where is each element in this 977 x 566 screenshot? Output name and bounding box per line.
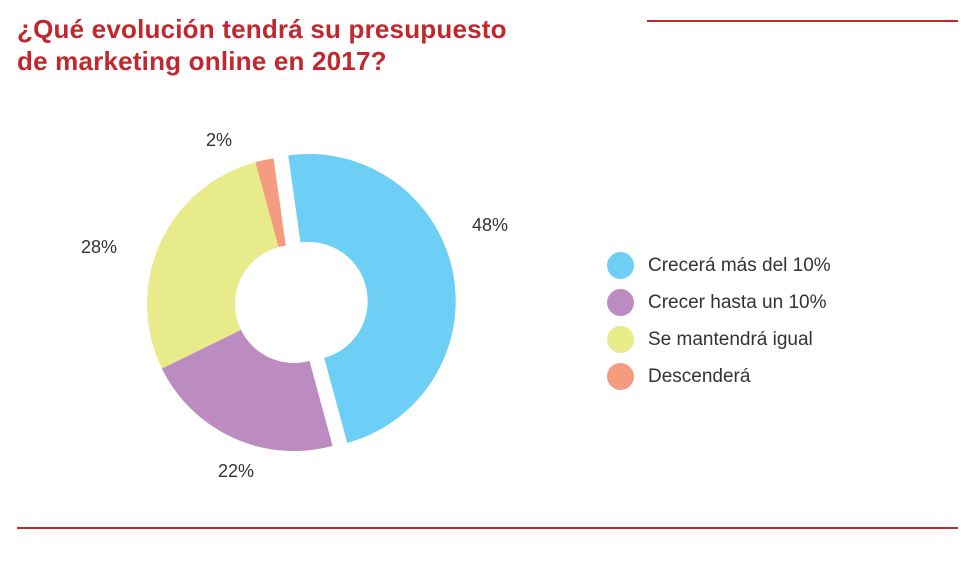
legend-item: Se mantendrá igual: [607, 326, 831, 353]
legend-label: Crecerá más del 10%: [648, 254, 831, 276]
top-divider: [647, 20, 958, 22]
bottom-divider: [17, 527, 958, 529]
legend-label: Descenderá: [648, 365, 751, 387]
chart-title-line2: de marketing online en 2017?: [17, 46, 387, 76]
legend-swatch: [607, 289, 634, 316]
slice-value-label: 28%: [81, 237, 117, 257]
slice-value-label: 48%: [472, 215, 508, 235]
donut-slice: [161, 329, 333, 452]
legend-swatch: [607, 363, 634, 390]
chart-legend: Crecerá más del 10% Crecer hasta un 10% …: [607, 252, 831, 400]
chart-title-line1: ¿Qué evolución tendrá su presupuesto: [17, 14, 507, 44]
legend-item: Crecer hasta un 10%: [607, 289, 831, 316]
donut-slice: [288, 153, 456, 443]
legend-swatch: [607, 326, 634, 353]
legend-item: Descenderá: [607, 363, 831, 390]
donut-slice: [255, 158, 286, 248]
chart-title: ¿Qué evolución tendrá su presupuesto de …: [17, 13, 617, 77]
legend-label: Se mantendrá igual: [648, 328, 813, 350]
slice-value-label: 22%: [218, 461, 254, 481]
slice-value-label: 2%: [206, 130, 232, 150]
donut-slice: [147, 162, 279, 369]
legend-label: Crecer hasta un 10%: [648, 291, 827, 313]
legend-swatch: [607, 252, 634, 279]
legend-item: Crecerá más del 10%: [607, 252, 831, 279]
